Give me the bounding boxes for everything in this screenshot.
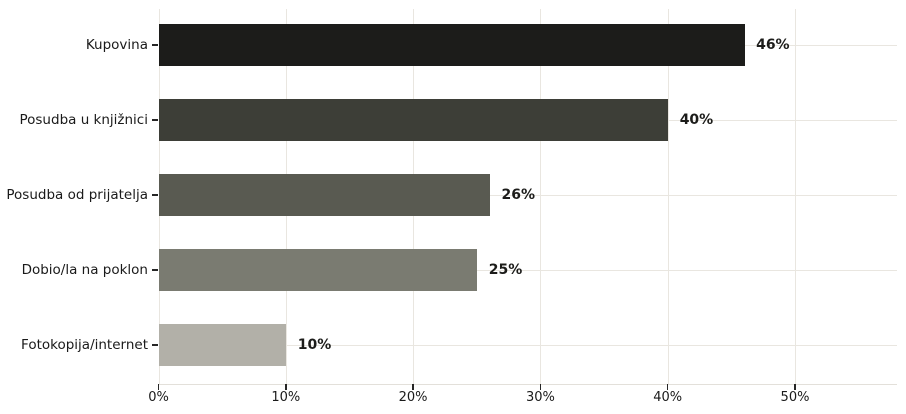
y-axis-tick: [151, 344, 158, 346]
x-tick-label: 20%: [398, 390, 428, 405]
category-label: Kupovina: [85, 37, 148, 53]
bar-2: [159, 99, 669, 141]
category-label: Posudba u knjižnici: [19, 112, 148, 128]
bar-value-label: 25%: [488, 262, 523, 278]
bar-value-label: 10%: [297, 337, 332, 353]
x-gridline: [540, 9, 542, 384]
x-tick-label: 50%: [780, 390, 810, 405]
x-axis-tick: [794, 384, 796, 390]
category-label: Dobio/la na poklon: [21, 262, 148, 278]
bar-value-label: 40%: [679, 112, 714, 128]
x-tick-label: 40%: [653, 390, 683, 405]
x-gridline: [667, 9, 669, 384]
x-tick-label: 10%: [271, 390, 301, 405]
bar-value-label: 26%: [501, 187, 535, 203]
y-gridline: [158, 270, 897, 271]
x-tick-label: 30%: [525, 390, 555, 405]
y-axis-tick: [151, 44, 158, 46]
x-axis-line: [158, 384, 897, 385]
x-axis-tick: [666, 384, 669, 390]
y-axis-tick: [151, 194, 158, 196]
x-axis-tick: [157, 384, 160, 390]
bar-3: [159, 174, 490, 216]
y-gridline: [158, 195, 897, 196]
category-label: Posudba od prijatelja: [6, 187, 148, 203]
x-gridline: [795, 9, 796, 384]
x-tick-label: 0%: [148, 390, 169, 405]
bar-5: [159, 324, 287, 366]
bar-value-label: 46%: [756, 37, 790, 53]
bar-4: [159, 249, 478, 291]
x-axis-tick: [285, 384, 287, 390]
y-gridline: [158, 345, 897, 346]
category-label: Fotokopija/internet: [21, 337, 148, 353]
y-axis-tick: [151, 269, 158, 271]
x-axis-tick: [539, 384, 542, 390]
bar-1: [159, 24, 745, 66]
x-axis-tick: [412, 384, 414, 390]
y-axis-tick: [151, 119, 158, 121]
